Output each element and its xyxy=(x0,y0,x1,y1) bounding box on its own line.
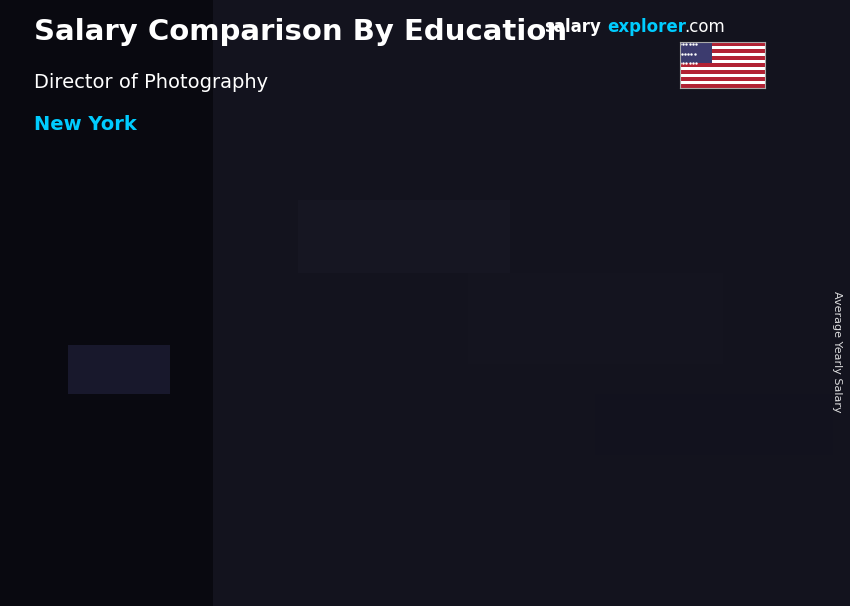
Bar xyxy=(680,53,765,56)
Text: +45%: +45% xyxy=(360,238,431,258)
Polygon shape xyxy=(542,270,564,533)
Bar xyxy=(0,0,212,606)
Bar xyxy=(680,81,765,84)
Bar xyxy=(276,361,367,533)
Bar xyxy=(626,207,717,533)
Bar xyxy=(468,273,722,364)
Bar xyxy=(680,42,765,46)
Text: 68,200 USD: 68,200 USD xyxy=(8,391,94,404)
Bar xyxy=(680,50,765,53)
Text: New York: New York xyxy=(34,115,137,134)
Bar xyxy=(680,46,765,50)
Text: 116,000 USD: 116,000 USD xyxy=(348,291,445,305)
Bar xyxy=(595,394,833,454)
Bar xyxy=(102,387,193,533)
Bar xyxy=(68,345,170,394)
Bar xyxy=(451,284,542,533)
Bar xyxy=(680,42,712,64)
Bar xyxy=(212,0,850,606)
Polygon shape xyxy=(102,373,215,387)
Polygon shape xyxy=(626,193,740,207)
Text: Average Yearly Salary: Average Yearly Salary xyxy=(832,291,842,412)
Text: Director of Photography: Director of Photography xyxy=(34,73,268,92)
Text: Salary Comparison By Education: Salary Comparison By Education xyxy=(34,18,567,46)
Bar xyxy=(680,70,765,74)
Polygon shape xyxy=(717,193,740,533)
Polygon shape xyxy=(276,347,390,361)
Polygon shape xyxy=(367,347,390,533)
Text: +31%: +31% xyxy=(534,185,606,205)
Bar xyxy=(680,78,765,81)
Bar xyxy=(680,60,765,64)
Bar xyxy=(298,200,510,273)
Bar xyxy=(680,56,765,60)
Text: salary: salary xyxy=(544,18,601,36)
Polygon shape xyxy=(193,373,215,533)
Polygon shape xyxy=(451,270,564,284)
Bar xyxy=(680,64,765,67)
Bar xyxy=(680,67,765,70)
Text: +18%: +18% xyxy=(184,290,257,310)
Bar xyxy=(680,74,765,78)
Text: explorer: explorer xyxy=(608,18,687,36)
Bar xyxy=(680,84,765,88)
Text: 80,200 USD: 80,200 USD xyxy=(182,366,269,379)
Text: .com: .com xyxy=(684,18,725,36)
Text: 152,000 USD: 152,000 USD xyxy=(523,217,619,230)
